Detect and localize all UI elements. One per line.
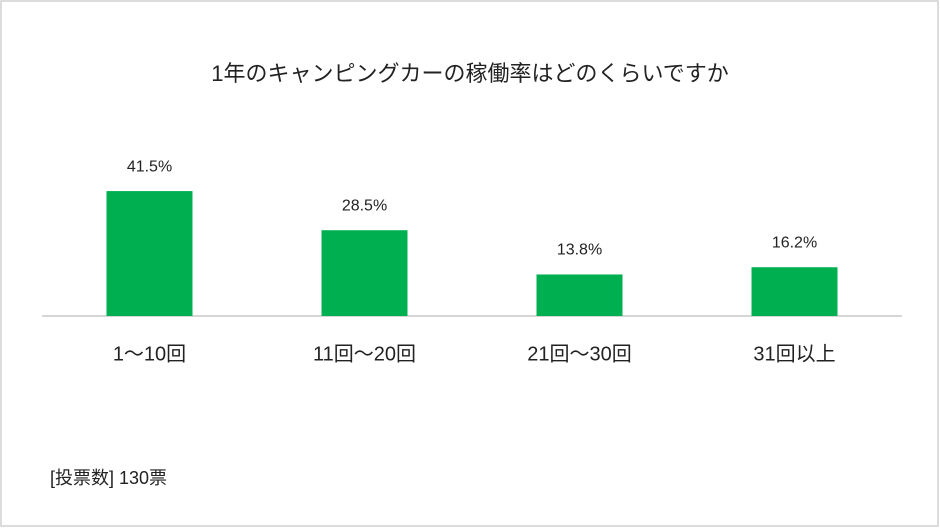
x-tick-label: 11回～20回 [313,343,416,365]
bar [536,274,623,316]
x-tick-label: 1～10回 [113,343,186,365]
bar [321,230,408,316]
value-label: 13.8% [557,242,602,259]
x-tick-label: 31回以上 [753,342,835,365]
chart-title: 1年のキャンピングカーの稼働率はどのくらいですか [211,61,729,86]
x-tick-label: 21回～30回 [527,343,632,365]
bar [751,267,838,316]
value-label: 28.5% [342,197,387,214]
value-label: 16.2% [772,234,817,251]
value-label: 41.5% [127,158,172,175]
bar [106,191,193,316]
footnote: [投票数] 130票 [50,468,167,488]
